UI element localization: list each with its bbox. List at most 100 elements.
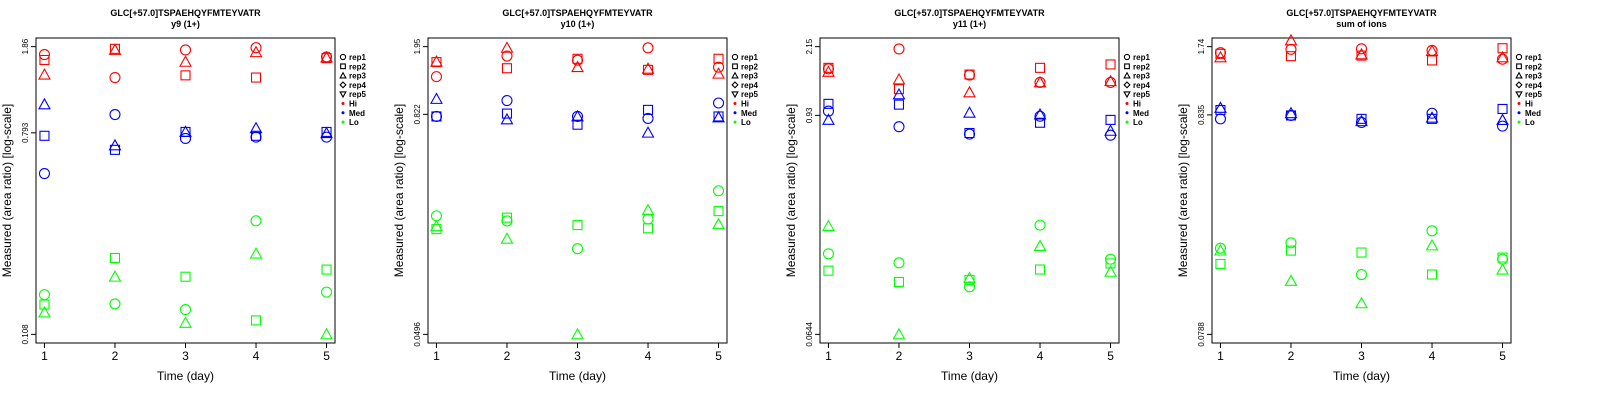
data-point-med-rep3 <box>1284 106 1298 119</box>
legend-label-med: Med <box>1133 109 1149 118</box>
legend-marker-med <box>1125 111 1129 115</box>
data-point-lo-rep2 <box>1105 258 1116 269</box>
legend-label-rep2: rep2 <box>741 62 758 71</box>
data-point-lo-rep1 <box>1285 237 1297 249</box>
legend-label-rep5: rep5 <box>349 90 366 99</box>
data-point-hi-rep1 <box>1285 43 1297 55</box>
legend-label-rep4: rep4 <box>1525 81 1542 90</box>
data-point-med-rep2 <box>642 104 654 115</box>
chart-title: GLC[+57.0]TSPAEHQYFMTEYVATR <box>894 8 1045 18</box>
data-point-med-rep3 <box>179 125 192 137</box>
legend-marker-rep3 <box>731 71 739 79</box>
data-point-med-rep3 <box>1104 124 1117 136</box>
data-point-lo-rep1 <box>179 304 192 316</box>
data-point-hi-rep2 <box>1356 50 1367 61</box>
data-point-med-rep2 <box>893 99 905 110</box>
data-point-med-rep1 <box>501 95 513 107</box>
data-point-med-rep3 <box>430 92 443 104</box>
x-tick-label: 1 <box>825 349 832 363</box>
data-point-hi-rep2 <box>823 62 834 73</box>
legend-label-hi: Hi <box>349 100 357 109</box>
data-point-lo-rep2 <box>713 206 724 217</box>
data-point-hi-rep2 <box>713 53 724 64</box>
legend-marker-rep4 <box>731 81 739 89</box>
data-point-lo-rep3 <box>38 305 51 318</box>
data-point-lo-rep1 <box>822 248 835 260</box>
data-point-med-rep3 <box>1214 101 1227 113</box>
data-point-lo-rep1 <box>38 289 51 301</box>
x-axis-label: Time (day) <box>941 369 998 383</box>
data-point-lo-rep1 <box>642 213 654 225</box>
data-point-hi-rep3 <box>1214 50 1227 63</box>
data-point-hi-rep3 <box>108 43 122 55</box>
legend-label-rep5: rep5 <box>741 90 758 99</box>
data-point-med-rep2 <box>572 119 583 130</box>
data-point-lo-rep2 <box>250 315 262 326</box>
data-point-med-rep2 <box>1356 113 1367 124</box>
legend-label-hi: Hi <box>1525 100 1533 109</box>
y-tick-label: 2.15 <box>805 38 814 54</box>
data-point-lo-rep1 <box>571 243 584 255</box>
legend-label-lo: Lo <box>741 118 751 127</box>
data-point-hi-rep3 <box>571 60 584 73</box>
data-point-lo-rep2 <box>501 212 513 223</box>
x-tick-label: 5 <box>1107 349 1114 363</box>
data-point-hi-rep1 <box>250 42 262 54</box>
data-point-med-rep3 <box>320 126 333 139</box>
x-axis-label: Time (day) <box>157 369 214 383</box>
data-point-med-rep2 <box>1426 113 1438 124</box>
data-point-lo-rep2 <box>39 299 50 310</box>
x-tick-label: 1 <box>1217 349 1224 363</box>
data-point-med-rep2 <box>501 108 513 119</box>
legend-marker-hi <box>1125 102 1129 105</box>
data-point-lo-rep2 <box>1356 247 1367 258</box>
x-tick-label: 3 <box>966 349 973 363</box>
data-point-med-rep2 <box>39 130 50 141</box>
data-point-lo-rep2 <box>1034 264 1046 275</box>
x-tick-label: 2 <box>504 349 511 363</box>
data-point-lo-rep2 <box>1497 252 1508 263</box>
legend-marker-rep3 <box>339 71 347 79</box>
data-point-med-rep3 <box>1033 107 1047 120</box>
data-point-med-rep2 <box>1105 114 1116 125</box>
legend-label-rep4: rep4 <box>349 81 366 90</box>
data-point-lo-rep3 <box>892 327 906 340</box>
data-point-lo-rep1 <box>712 185 725 197</box>
data-point-hi-rep2 <box>1426 55 1438 66</box>
data-point-hi-rep2 <box>893 84 905 95</box>
data-point-med-rep3 <box>1496 113 1509 125</box>
data-point-hi-rep3 <box>963 85 976 98</box>
legend-marker-rep4 <box>1515 81 1523 89</box>
x-tick-label: 3 <box>574 349 581 363</box>
data-point-lo-rep1 <box>250 215 262 227</box>
data-point-med-rep2 <box>713 111 724 122</box>
data-point-med-rep1 <box>1285 109 1297 122</box>
data-point-lo-rep3 <box>712 217 725 230</box>
data-point-hi-rep2 <box>964 69 975 80</box>
chart-title: GLC[+57.0]TSPAEHQYFMTEYVATR <box>1286 8 1437 18</box>
data-point-lo-rep2 <box>893 276 905 288</box>
chart-subtitle: sum of ions <box>1336 19 1387 29</box>
data-point-hi-rep2 <box>431 57 442 68</box>
data-point-hi-rep2 <box>501 63 513 74</box>
y-tick-label: 1.86 <box>21 38 30 54</box>
legend-marker-lo <box>1125 120 1129 124</box>
legend-label-rep2: rep2 <box>1525 62 1542 71</box>
legend-label-hi: Hi <box>741 100 749 109</box>
data-point-lo-rep3 <box>1355 296 1368 309</box>
y-tick-label: 1.95 <box>413 38 422 54</box>
data-point-lo-rep3 <box>430 219 443 232</box>
x-tick-label: 1 <box>433 349 440 363</box>
data-point-hi-rep2 <box>642 64 654 75</box>
data-point-hi-rep1 <box>1104 76 1117 88</box>
data-point-hi-rep3 <box>1033 75 1047 88</box>
legend-label-rep4: rep4 <box>741 81 758 90</box>
legend-marker-med <box>341 111 345 115</box>
y-tick-label: 0.0644 <box>805 322 814 347</box>
data-point-med-rep2 <box>1034 117 1046 128</box>
legend-label-rep1: rep1 <box>1133 53 1150 62</box>
x-axis-label: Time (day) <box>549 369 606 383</box>
data-point-med-rep1 <box>822 105 835 117</box>
